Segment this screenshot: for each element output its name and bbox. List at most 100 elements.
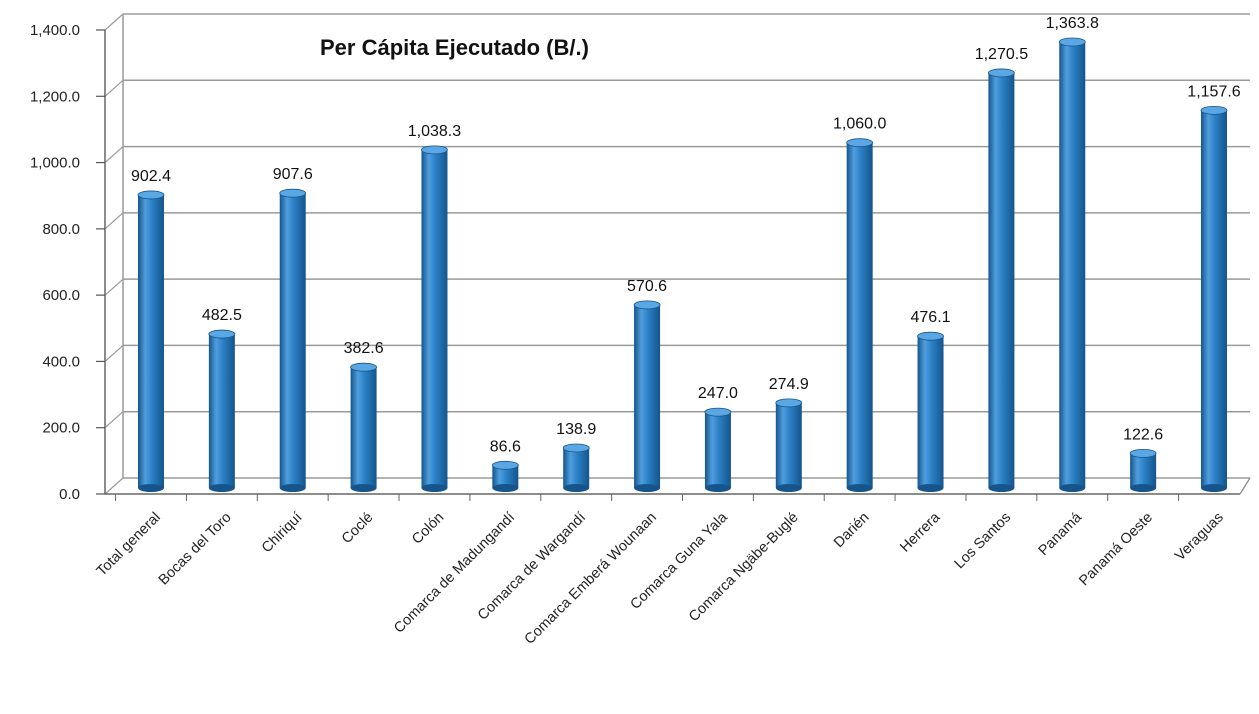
bar-body xyxy=(634,304,661,488)
x-tick-label: Panamá xyxy=(1036,509,1086,559)
x-tick-label: Los Santos xyxy=(952,510,1015,573)
data-label: 1,270.5 xyxy=(975,46,1028,63)
data-label: 122.6 xyxy=(1123,426,1163,443)
bar xyxy=(350,362,378,492)
bar-top xyxy=(350,362,378,372)
bar-base xyxy=(208,484,235,492)
bar-base xyxy=(634,484,661,492)
data-labels: 902.4 482.5 907.6 382.6 1,038.3 86.6 138.9 570.… xyxy=(131,15,1241,455)
bar xyxy=(208,329,236,492)
axes xyxy=(104,14,1251,495)
data-label: 482.5 xyxy=(202,307,242,324)
y-tick-label: 1,400.0 xyxy=(30,22,80,39)
gridline-side xyxy=(104,278,124,296)
bar-body xyxy=(1201,110,1227,488)
bar-body xyxy=(563,447,590,488)
y-tick-label: 200.0 xyxy=(42,420,80,437)
bar-base xyxy=(1130,484,1157,492)
bar-top xyxy=(775,398,803,408)
bar-base xyxy=(350,484,377,492)
bar-base xyxy=(421,484,448,492)
x-tick-label: Coclé xyxy=(339,510,377,548)
bar xyxy=(562,443,590,492)
data-label: 382.6 xyxy=(344,340,384,357)
bar-top xyxy=(279,188,307,198)
x-tick-label: Comarca de Madungandí xyxy=(391,510,518,637)
bar-top xyxy=(562,443,590,453)
y-axis-ticks: 0.0 200.0 400.0 600.0 800.0 1,000.0 1,200.0 1,4… xyxy=(30,22,105,503)
bar xyxy=(1058,37,1086,492)
data-label: 1,060.0 xyxy=(833,116,886,133)
bar xyxy=(775,398,803,492)
gridline-side xyxy=(104,212,124,230)
bar-body xyxy=(917,336,944,488)
y-tick-label: 800.0 xyxy=(42,221,80,238)
data-label: 1,038.3 xyxy=(408,123,461,140)
bar-top xyxy=(846,138,874,148)
bar xyxy=(846,138,874,492)
bar-base xyxy=(138,484,164,492)
data-label: 274.9 xyxy=(769,376,809,393)
bar-base xyxy=(492,484,519,492)
bar-body xyxy=(421,149,448,488)
bar-body xyxy=(350,367,377,488)
x-tick-label: Bocas del Toro xyxy=(156,510,235,589)
bar-body xyxy=(208,334,235,488)
y-tick-label: 1,000.0 xyxy=(30,155,80,172)
x-tick-label: Herrera xyxy=(897,509,944,556)
bar-body xyxy=(1059,41,1086,489)
x-tick-label: Darién xyxy=(831,510,873,552)
bar-top xyxy=(704,407,732,417)
gridline-side xyxy=(104,79,124,97)
data-label: 907.6 xyxy=(273,166,313,183)
data-label: 1,363.8 xyxy=(1046,15,1099,32)
bar-top xyxy=(1129,448,1157,458)
bar xyxy=(988,68,1015,492)
bar-top xyxy=(491,460,519,470)
data-label: 570.6 xyxy=(627,278,667,295)
gridline-side xyxy=(104,344,124,362)
data-label: 1,157.6 xyxy=(1187,83,1240,100)
x-tick-label: Veraguas xyxy=(1172,510,1227,565)
x-tick-label: Panamá Oeste xyxy=(1076,510,1156,590)
bar-top xyxy=(633,300,661,310)
bar-body xyxy=(1130,453,1157,488)
bar-body xyxy=(846,142,873,488)
bar-top xyxy=(1058,37,1086,47)
floor-edge xyxy=(1239,477,1251,495)
x-tick-label: Comarca Emberá Wounaan xyxy=(522,510,660,648)
bar xyxy=(704,407,732,492)
bar-base xyxy=(563,484,590,492)
bar-body xyxy=(704,412,731,488)
bar-base xyxy=(704,484,731,492)
bar-top xyxy=(137,190,165,200)
bar-top xyxy=(988,68,1015,78)
bar-top xyxy=(917,331,944,341)
bar-base xyxy=(1059,484,1086,492)
bar-base xyxy=(1201,484,1227,492)
bar-top xyxy=(208,329,236,339)
data-label: 138.9 xyxy=(556,421,596,438)
bar-body xyxy=(138,194,164,488)
data-label: 476.1 xyxy=(911,309,951,326)
bar-top xyxy=(421,145,448,155)
gridline-side xyxy=(104,13,124,31)
bar-body xyxy=(775,402,802,488)
x-tick-label: Colón xyxy=(409,510,447,548)
bar-body xyxy=(492,465,519,488)
gridline-side xyxy=(104,411,124,429)
bar xyxy=(491,460,519,492)
gridline-side xyxy=(104,477,124,495)
bar-body xyxy=(279,193,306,488)
data-label: 902.4 xyxy=(131,168,171,185)
bar xyxy=(1129,448,1157,492)
bar xyxy=(279,188,307,492)
chart-title: Per Cápita Ejecutado (B/.) xyxy=(320,35,589,60)
data-label: 247.0 xyxy=(698,385,738,402)
bar-base xyxy=(846,484,873,492)
bar-top xyxy=(1200,105,1228,115)
bar-base xyxy=(279,484,306,492)
bar xyxy=(137,190,165,492)
bar-base xyxy=(988,484,1015,492)
